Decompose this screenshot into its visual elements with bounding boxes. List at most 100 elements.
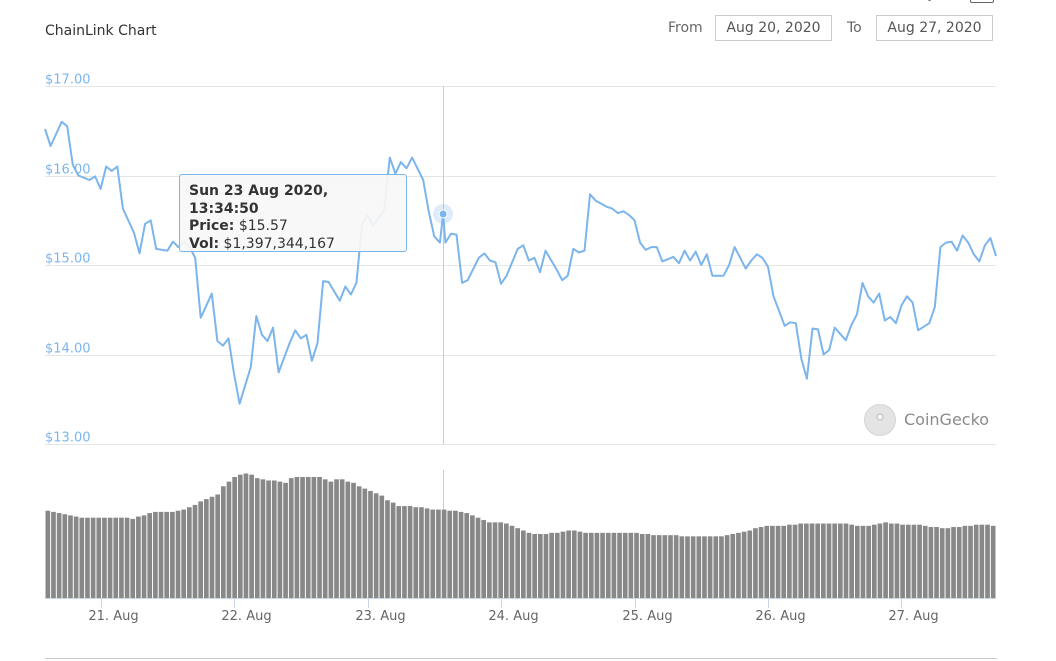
volume-bar [51,511,56,598]
chart-title: ChainLink Chart [45,23,157,39]
volume-bar [894,523,900,598]
y-tick-label: $16.00 [45,163,91,178]
volume-bar [181,509,187,598]
volume-bar [339,479,345,598]
volume-bar [917,524,922,598]
grid-lines [45,86,996,445]
volume-bar [164,511,170,598]
volume-bar [973,524,979,598]
volume-bar [922,525,928,598]
volume-bar [537,534,543,598]
volume-bar [141,515,147,598]
volume-bar [198,501,203,598]
x-axis: 21. Aug 22. Aug 23. Aug 24. Aug 25. Aug 26. A… [45,598,996,624]
price-line [44,120,997,405]
x-tick-label: 27. Aug [888,609,938,624]
volume-bar [192,504,198,598]
volume-bar [968,525,973,598]
volume-bar [707,536,713,598]
volume-bar [368,490,373,598]
volume-bars [45,473,996,598]
volume-bar [753,528,758,598]
to-date-input[interactable]: Aug 27, 2020 [876,15,993,41]
volume-bar [254,478,260,598]
volume-bar [849,524,854,598]
volume-bar [668,535,673,598]
volume-bar [945,528,951,598]
volume-bar [815,523,821,598]
volume-bar [741,531,747,598]
volume-bar [871,524,877,598]
volume-bar [481,520,487,598]
volume-bar [487,522,492,598]
volume-bar [453,510,458,598]
volume-bar [402,506,407,598]
volume-bar [883,522,888,598]
volume-bar [385,500,390,598]
volume-bar [305,476,311,598]
footer-divider [45,658,997,659]
volume-bar [628,532,634,598]
volume-bar [662,535,668,598]
volume-bar [826,523,832,598]
volume-bar [792,524,798,598]
y-tick-label: $17.00 [45,73,91,88]
volume-bar [260,479,266,598]
volume-bar [736,532,741,598]
volume-bar [679,536,685,598]
volume-bar [441,509,447,598]
volume-bar [526,532,532,598]
volume-bar [464,513,470,598]
volume-bar [724,535,730,598]
volume-bar [317,476,322,598]
volume-bar [758,527,764,598]
menu-icon[interactable] [970,0,994,3]
volume-bar [170,511,175,598]
volume-bar [577,531,583,598]
volume-bar [498,522,504,598]
x-tick-label: 23. Aug [355,609,405,624]
volume-bar [68,515,73,598]
volume-bar [549,532,554,598]
volume-bar [215,494,220,598]
tooltip-volume: Vol: $1,397,344,167 [189,235,335,252]
volume-bar [543,534,549,598]
volume-bar [979,524,985,598]
volume-bar [600,532,605,598]
volume-bar [571,530,577,598]
volume-bar [356,486,362,598]
volume-bar [334,479,339,598]
volume-bar [373,493,379,598]
volume-bar [458,511,464,598]
volume-bar [311,476,317,598]
volume-bar [288,478,294,598]
volume-bar [90,517,96,598]
volume-bar [328,481,334,598]
volume-bar [617,532,622,598]
volume-bar [990,525,996,598]
volume-bar [283,482,288,598]
volume-bar [821,523,826,598]
volume-bar [413,507,419,598]
volume-bar [277,481,283,598]
volume-bar [475,517,481,598]
volume-bar [781,525,787,598]
hover-point [438,209,448,219]
volume-bar [956,527,962,598]
volume-bar [911,524,917,598]
y-tick-label: $15.00 [45,252,91,267]
volume-bar [130,518,136,598]
volume-bar [396,506,402,598]
volume-bar [622,532,628,598]
volume-bar [379,495,385,598]
volume-bar [271,480,277,598]
from-date-input[interactable]: Aug 20, 2020 [715,15,832,41]
volume-bar [209,496,215,598]
volume-bar [934,527,939,598]
tooltip-price: Price: $15.57 [189,218,288,234]
volume-bar [62,514,68,598]
volume-bar [809,523,815,598]
volume-bar [136,516,141,598]
volume-bar [470,515,475,598]
